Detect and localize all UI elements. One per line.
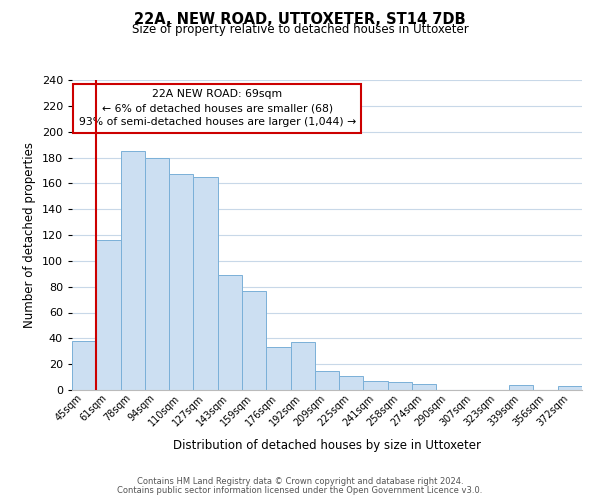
Bar xyxy=(96,240,121,390)
Bar xyxy=(558,386,582,390)
Bar xyxy=(121,151,145,390)
X-axis label: Distribution of detached houses by size in Uttoxeter: Distribution of detached houses by size … xyxy=(173,439,481,452)
Bar xyxy=(193,177,218,390)
Text: Contains HM Land Registry data © Crown copyright and database right 2024.: Contains HM Land Registry data © Crown c… xyxy=(137,477,463,486)
Text: Size of property relative to detached houses in Uttoxeter: Size of property relative to detached ho… xyxy=(131,22,469,36)
Bar xyxy=(290,342,315,390)
Bar xyxy=(315,370,339,390)
Bar xyxy=(266,348,290,390)
Bar xyxy=(242,290,266,390)
Y-axis label: Number of detached properties: Number of detached properties xyxy=(23,142,36,328)
Bar xyxy=(72,341,96,390)
Text: Contains public sector information licensed under the Open Government Licence v3: Contains public sector information licen… xyxy=(118,486,482,495)
Bar xyxy=(364,381,388,390)
Text: 22A NEW ROAD: 69sqm
← 6% of detached houses are smaller (68)
93% of semi-detache: 22A NEW ROAD: 69sqm ← 6% of detached hou… xyxy=(79,90,356,128)
Bar xyxy=(412,384,436,390)
Bar xyxy=(509,385,533,390)
Bar xyxy=(169,174,193,390)
Bar xyxy=(145,158,169,390)
Bar xyxy=(218,275,242,390)
Bar xyxy=(388,382,412,390)
Text: 22A, NEW ROAD, UTTOXETER, ST14 7DB: 22A, NEW ROAD, UTTOXETER, ST14 7DB xyxy=(134,12,466,28)
Bar xyxy=(339,376,364,390)
